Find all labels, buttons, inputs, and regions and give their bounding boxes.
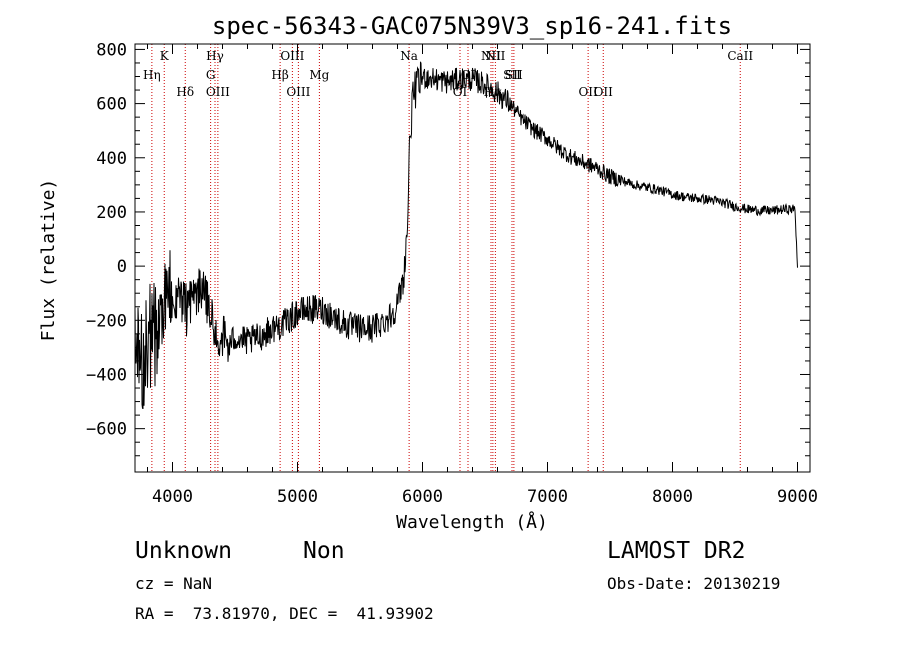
- line-marker-label: OI: [453, 85, 468, 99]
- redshift-text: cz = NaN: [135, 574, 213, 593]
- x-axis: 4000 5000 6000 7000 8000 9000: [147, 44, 818, 507]
- x-tick-label: 8000: [652, 487, 693, 507]
- survey-label: LAMOST DR2: [607, 538, 746, 564]
- marker-labels: HηKHδHγGOIIIOIIIHβOIIIMgNaOIOINIIHαNIISI…: [143, 49, 753, 99]
- x-tick-label: 4000: [152, 487, 193, 507]
- subclass-label: Non: [303, 538, 345, 564]
- line-marker-label: OIII: [206, 85, 230, 99]
- line-marker-label: OI: [461, 68, 476, 82]
- line-marker-label: OIII: [286, 85, 310, 99]
- line-marker-label: Hα: [484, 85, 503, 99]
- line-marker-label: CaII: [727, 49, 753, 63]
- line-marker-label: OII: [578, 85, 598, 99]
- line-marker-label: OII: [594, 85, 614, 99]
- y-axis: −600 −400 −200 0 200 400 600 800: [86, 40, 810, 457]
- line-marker-label: Mg: [309, 68, 329, 82]
- class-label: Unknown: [135, 538, 232, 564]
- coordinates-text: RA = 73.81970, DEC = 41.93902: [135, 604, 434, 623]
- y-tick-label: 400: [96, 149, 127, 169]
- y-tick-label: −200: [86, 311, 127, 331]
- line-marker-label: K: [160, 49, 170, 63]
- line-marker-label: Hδ: [176, 85, 194, 99]
- y-tick-label: 0: [117, 257, 127, 277]
- spectrum-line: [134, 61, 798, 410]
- y-tick-label: 200: [96, 203, 127, 223]
- line-marker-label: SII: [503, 68, 521, 82]
- y-axis-label: Flux (relative): [38, 179, 59, 342]
- chart-title: spec-56343-GAC075N39V3_sp16-241.fits: [212, 12, 732, 40]
- y-tick-label: −600: [86, 420, 127, 440]
- line-marker-label: NII: [485, 49, 505, 63]
- x-tick-label: 7000: [527, 487, 568, 507]
- y-tick-label: −400: [86, 365, 127, 385]
- y-tick-label: 800: [96, 40, 127, 60]
- x-tick-label: 9000: [777, 487, 818, 507]
- x-tick-label: 5000: [277, 487, 318, 507]
- line-marker-label: Hη: [143, 68, 161, 82]
- line-marker-label: Hβ: [271, 68, 288, 82]
- x-tick-label: 6000: [402, 487, 443, 507]
- line-marker-label: Na: [400, 49, 418, 63]
- x-axis-label: Wavelength (Å): [396, 511, 548, 533]
- y-tick-label: 600: [96, 95, 127, 115]
- line-marker-label: OIII: [280, 49, 304, 63]
- obs-date-text: Obs-Date: 20130219: [607, 574, 781, 593]
- spectrum-trace: [134, 61, 798, 410]
- line-marker-label: NII: [481, 49, 501, 63]
- marker-lines: [151, 44, 741, 472]
- line-marker-label: SII: [505, 68, 523, 82]
- spectrum-chart: spec-56343-GAC075N39V3_sp16-241.fits 400…: [38, 12, 818, 533]
- plot-frame: [134, 43, 811, 473]
- line-marker-label: G: [206, 68, 216, 82]
- line-marker-label: Hγ: [206, 49, 224, 63]
